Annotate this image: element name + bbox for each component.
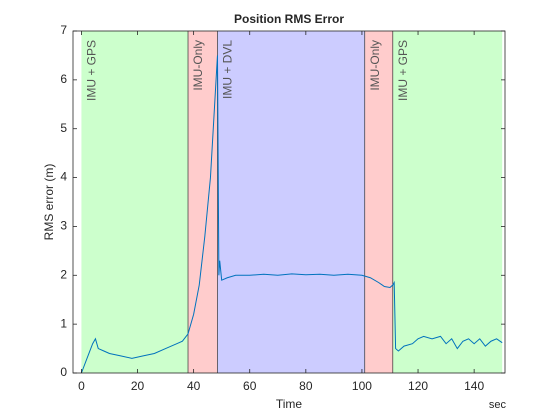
y-tick-label: 2 xyxy=(60,267,67,281)
x-tick-label: 20 xyxy=(131,379,145,393)
region xyxy=(217,31,365,373)
x-axis-unit: sec xyxy=(489,399,507,411)
y-tick-label: 3 xyxy=(60,219,67,233)
x-tick-label: 120 xyxy=(408,379,428,393)
x-axis-label: Time xyxy=(276,397,303,411)
y-tick-label: 1 xyxy=(60,316,67,330)
y-tick-label: 6 xyxy=(60,72,67,86)
x-tick-label: 0 xyxy=(78,379,85,393)
region-label: IMU-Only xyxy=(368,40,382,91)
x-tick-label: 100 xyxy=(352,379,372,393)
region-label: IMU-Only xyxy=(191,40,205,91)
region-label: IMU + DVL xyxy=(221,40,235,99)
region xyxy=(364,31,393,373)
y-tick-label: 7 xyxy=(60,23,67,37)
y-axis-label: RMS error (m) xyxy=(42,164,56,241)
y-tick-label: 4 xyxy=(60,170,67,184)
region-label: IMU + GPS xyxy=(85,40,99,101)
x-tick-label: 140 xyxy=(464,379,484,393)
y-tick-label: 5 xyxy=(60,121,67,135)
axes-box xyxy=(72,30,506,374)
region xyxy=(392,31,503,373)
chart-title: Position RMS Error xyxy=(234,12,344,26)
y-tick-label: 0 xyxy=(60,365,67,379)
x-tick-label: 40 xyxy=(187,379,201,393)
data-line xyxy=(80,55,503,374)
region-label: IMU + GPS xyxy=(396,40,410,101)
x-tick-label: 80 xyxy=(299,379,313,393)
region xyxy=(81,31,189,373)
x-tick-label: 60 xyxy=(243,379,257,393)
